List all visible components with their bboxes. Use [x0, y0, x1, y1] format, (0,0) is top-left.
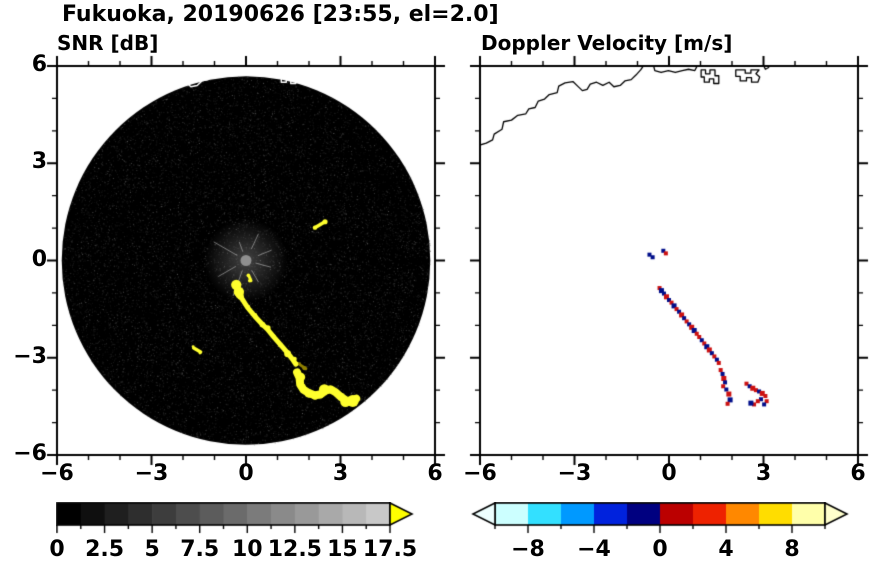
- snr-colorbar-tick-label: 15: [327, 537, 358, 562]
- x-tick-label: 3: [755, 461, 772, 486]
- y-tick-label: 3: [31, 149, 47, 175]
- velocity-colorbar-tick-label: 4: [718, 537, 734, 562]
- snr-colorbar-tick-label: 10: [231, 537, 263, 562]
- x-tick-label: 3: [332, 461, 349, 486]
- velocity-colorbar-tick-label: −4: [577, 537, 611, 562]
- velocity-plot-canvas: [466, 52, 870, 469]
- snr-panel-title: SNR [dB]: [57, 31, 159, 55]
- velocity-colorbar-canvas: [470, 502, 850, 536]
- figure-title: Fukuoka, 20190626 [23:55, el=2.0]: [62, 2, 499, 27]
- y-tick-label: −6: [13, 441, 47, 466]
- x-tick-label: −3: [134, 461, 169, 486]
- y-tick-label: 6: [31, 52, 47, 77]
- snr-colorbar-tick-label: 0: [49, 537, 65, 562]
- snr-colorbar-canvas: [56, 502, 420, 536]
- velocity-colorbar-tick-label: −8: [511, 537, 545, 562]
- velocity-panel-title: Doppler Velocity [m/s]: [481, 31, 733, 55]
- x-tick-label: 6: [850, 461, 866, 486]
- velocity-colorbar-tick-label: 0: [652, 537, 668, 562]
- x-tick-label: 0: [238, 461, 254, 486]
- x-tick-label: 0: [661, 461, 677, 486]
- snr-plot-canvas: [43, 52, 449, 469]
- y-tick-label: −3: [13, 343, 47, 369]
- x-tick-label: 6: [427, 461, 443, 486]
- snr-colorbar-tick-label: 2.5: [85, 537, 125, 562]
- velocity-colorbar-tick-label: 8: [784, 537, 800, 562]
- y-tick-label: 0: [31, 246, 47, 272]
- snr-colorbar-tick-label: 7.5: [180, 537, 220, 562]
- snr-colorbar-tick-label: 12.5: [267, 537, 322, 562]
- x-tick-label: −6: [463, 461, 497, 486]
- snr-colorbar-tick-label: 17.5: [362, 537, 418, 562]
- snr-colorbar-tick-label: 5: [144, 537, 160, 562]
- x-tick-label: −6: [40, 461, 74, 486]
- x-tick-label: −3: [557, 461, 592, 486]
